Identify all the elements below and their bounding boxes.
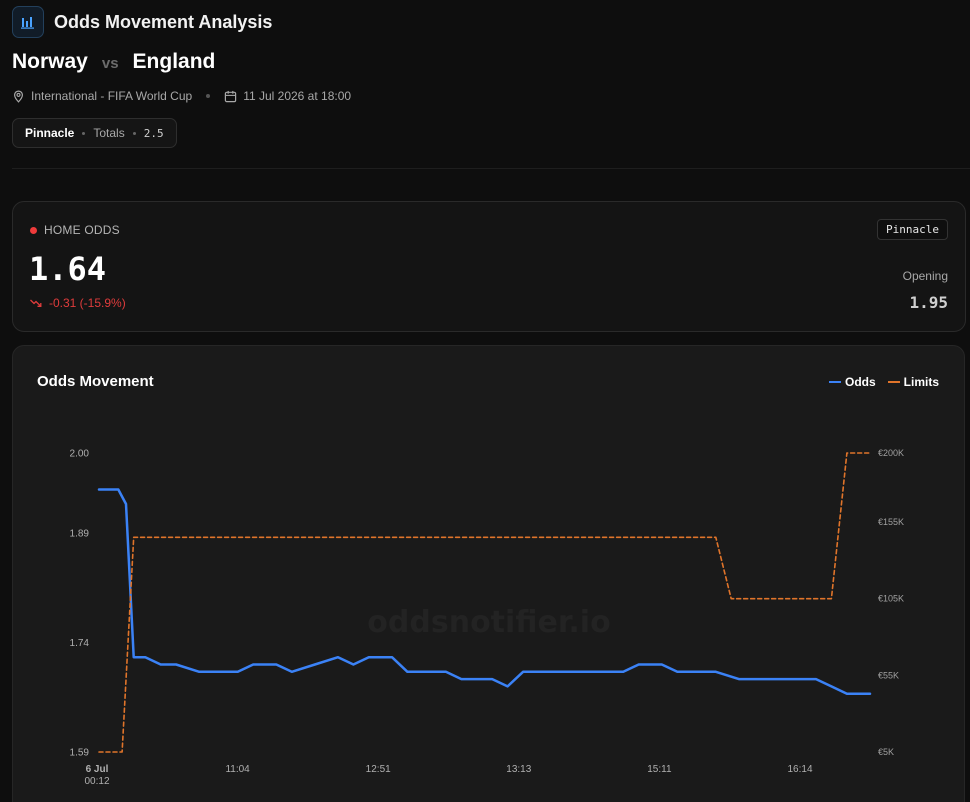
odds-series-line <box>97 488 872 695</box>
kickoff: 11 Jul 2026 at 18:00 <box>224 89 351 103</box>
section-divider <box>12 168 970 169</box>
y-right-tick: €55K <box>878 670 899 680</box>
odds-card: HOME ODDS 1.64 -0.31 (-15.9%) Pinnacle O… <box>12 201 966 332</box>
chart-card: oddsnotifier.io 2.00 1.89 1.74 1.59 €200K €155… <box>12 345 965 802</box>
odds-change: -0.31 (-15.9%) <box>30 296 126 310</box>
kickoff-label: 11 Jul 2026 at 18:00 <box>243 89 352 103</box>
odds-chart[interactable]: oddsnotifier.io 2.00 1.89 1.74 1.59 €200K €155… <box>13 346 965 802</box>
opening-label: Opening <box>902 269 948 283</box>
y-left-tick: 2.00 <box>70 449 90 460</box>
legend-limits-label: Limits <box>903 375 939 389</box>
x-tick: 16:14 <box>787 764 812 775</box>
legend-odds[interactable]: Odds <box>828 375 876 389</box>
y-right-tick: €200K <box>878 448 904 458</box>
legend-limits[interactable]: Limits <box>887 375 939 389</box>
pill-separator <box>82 131 86 135</box>
trending-down-icon <box>30 299 42 307</box>
pill-bookmaker: Pinnacle <box>25 126 75 140</box>
away-team: England <box>132 50 216 73</box>
legend-odds-swatch <box>828 381 841 383</box>
odds-label: HOME ODDS <box>30 223 120 237</box>
x-tick: 11:04 <box>225 764 250 775</box>
meta-separator <box>206 94 211 98</box>
chart-legend: Odds Limits <box>828 375 939 389</box>
vs-label: vs <box>101 55 119 72</box>
y-right-tick: €5K <box>878 747 894 757</box>
current-odds: 1.64 <box>29 250 107 288</box>
y-right-tick: €155K <box>878 517 904 527</box>
competition: International - FIFA World Cup <box>12 89 192 103</box>
y-left-tick: 1.59 <box>70 748 90 759</box>
pill-market: Totals <box>93 126 125 140</box>
home-team: Norway <box>12 50 88 73</box>
y-left-tick: 1.74 <box>70 638 90 649</box>
bookmaker-badge: Pinnacle <box>877 219 948 240</box>
match-meta: International - FIFA World Cup 11 Jul 20… <box>12 89 351 103</box>
x-tick: 13:13 <box>506 764 531 775</box>
bar-chart-icon <box>12 6 44 38</box>
app-header: Odds Movement Analysis <box>12 5 272 39</box>
y-left-tick: 1.89 <box>70 529 90 540</box>
x-tick: 15:11 <box>647 764 672 775</box>
location-pin-icon <box>13 90 24 103</box>
x-tick: 00:12 <box>84 776 109 787</box>
legend-odds-label: Odds <box>844 375 876 389</box>
match-title: Norway vs England <box>12 50 215 74</box>
competition-label: International - FIFA World Cup <box>31 89 193 103</box>
watermark: oddsnotifier.io <box>367 605 610 640</box>
status-dot <box>30 226 37 234</box>
odds-label-text: HOME ODDS <box>44 223 120 237</box>
pill-separator <box>132 131 136 135</box>
market-pill: Pinnacle Totals 2.5 <box>12 118 177 148</box>
limits-series-line <box>98 452 871 753</box>
x-tick: 12:51 <box>366 764 391 775</box>
page-title: Odds Movement Analysis <box>54 11 273 32</box>
odds-change-text: -0.31 (-15.9%) <box>49 296 126 310</box>
chart-title: Odds Movement <box>37 373 154 390</box>
pill-line: 2.5 <box>143 126 164 140</box>
legend-limits-swatch <box>887 381 900 383</box>
y-right-tick: €105K <box>878 594 904 604</box>
opening-value: 1.95 <box>909 293 948 312</box>
x-tick: 6 Jul <box>86 764 109 775</box>
calendar-icon <box>224 90 237 102</box>
